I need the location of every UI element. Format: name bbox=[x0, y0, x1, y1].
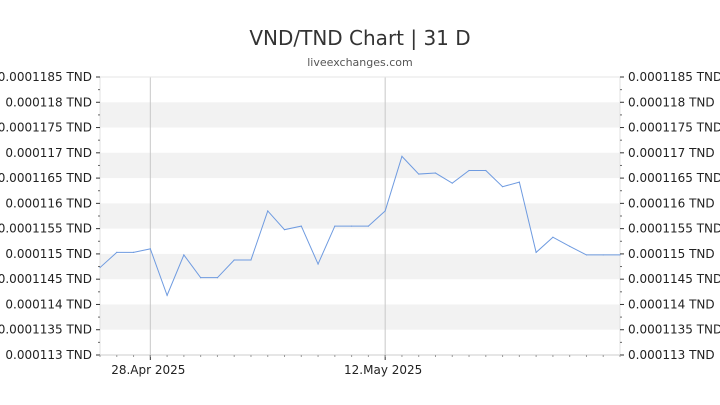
y-tick-label-right: 0.0001155 TND bbox=[628, 222, 720, 236]
data-point bbox=[552, 236, 554, 238]
series-layer bbox=[99, 155, 621, 297]
data-point bbox=[535, 251, 537, 253]
data-point bbox=[99, 266, 101, 269]
y-tick-label-left: 0.000116 TND bbox=[5, 196, 92, 210]
data-point bbox=[468, 169, 470, 172]
y-tick-label-left: 0.0001175 TND bbox=[0, 121, 92, 135]
y-tick-label-left: 0.0001165 TND bbox=[0, 171, 92, 185]
y-axis-ticks: 0.0001185 TND 0.0001185 TND 0.000118 TND 0.… bbox=[0, 70, 720, 362]
data-point bbox=[569, 245, 571, 247]
data-point bbox=[116, 251, 118, 253]
grid-band bbox=[100, 304, 620, 330]
chart-title: VND/TND Chart | 31 D bbox=[249, 26, 471, 50]
x-tick-label: 28.Apr 2025 bbox=[111, 363, 185, 377]
y-tick-label-right: 0.000117 TND bbox=[628, 146, 715, 160]
y-tick-label-right: 0.0001175 TND bbox=[628, 121, 720, 135]
x-axis-ticks: 28.Apr 2025 12.May 2025 bbox=[99, 355, 621, 377]
data-point bbox=[585, 254, 588, 256]
data-point bbox=[233, 259, 235, 261]
y-tick-label-right: 0.000115 TND bbox=[628, 247, 715, 261]
y-tick-label-left: 0.0001185 TND bbox=[0, 70, 92, 84]
grid-band bbox=[100, 203, 620, 229]
data-point bbox=[300, 225, 302, 227]
data-point bbox=[384, 210, 386, 212]
grid-band bbox=[100, 253, 620, 280]
data-point bbox=[317, 263, 319, 265]
y-tick-label-left: 0.000117 TND bbox=[5, 146, 92, 160]
y-tick-label-left: 0.000118 TND bbox=[5, 95, 92, 109]
chart-subtitle: liveexchanges.com bbox=[307, 56, 413, 69]
data-point bbox=[434, 172, 437, 174]
y-tick-label-right: 0.0001165 TND bbox=[628, 171, 720, 185]
data-point bbox=[132, 251, 135, 253]
data-point bbox=[501, 186, 504, 188]
data-point bbox=[283, 229, 286, 231]
grid-band bbox=[100, 152, 620, 179]
x-tick-label: 12.May 2025 bbox=[344, 363, 422, 377]
data-point bbox=[602, 254, 604, 256]
data-point bbox=[518, 181, 520, 183]
y-tick-label-left: 0.0001145 TND bbox=[0, 272, 92, 286]
y-tick-label-left: 0.0001135 TND bbox=[0, 323, 92, 337]
y-tick-label-right: 0.0001135 TND bbox=[628, 323, 720, 337]
data-point bbox=[200, 277, 202, 279]
y-tick-label-right: 0.0001185 TND bbox=[628, 70, 720, 84]
data-point bbox=[351, 225, 353, 227]
data-point bbox=[451, 182, 453, 184]
data-point bbox=[401, 155, 403, 157]
data-point bbox=[267, 210, 269, 212]
data-point bbox=[183, 254, 185, 256]
vertical-gridlines bbox=[149, 77, 386, 355]
data-point bbox=[166, 294, 168, 296]
y-tick-label-right: 0.000116 TND bbox=[628, 196, 715, 210]
grid-band bbox=[100, 102, 620, 128]
series-line bbox=[99, 155, 620, 297]
y-tick-label-right: 0.0001145 TND bbox=[628, 272, 720, 286]
data-point bbox=[367, 225, 369, 227]
data-point bbox=[619, 254, 621, 256]
data-point bbox=[149, 248, 151, 250]
data-point bbox=[334, 225, 336, 227]
data-point bbox=[250, 259, 252, 261]
y-tick-label-right: 0.000118 TND bbox=[628, 95, 715, 109]
y-tick-label-right: 0.000114 TND bbox=[628, 297, 715, 311]
y-tick-label-left: 0.000115 TND bbox=[5, 247, 92, 261]
y-tick-label-left: 0.000113 TND bbox=[5, 348, 92, 362]
y-tick-label-left: 0.000114 TND bbox=[5, 297, 92, 311]
y-tick-label-left: 0.0001155 TND bbox=[0, 222, 92, 236]
data-point bbox=[418, 173, 420, 175]
grid-bands bbox=[100, 102, 620, 330]
y-tick-label-right: 0.000113 TND bbox=[628, 348, 715, 362]
data-point bbox=[485, 169, 487, 172]
data-point bbox=[216, 277, 219, 279]
